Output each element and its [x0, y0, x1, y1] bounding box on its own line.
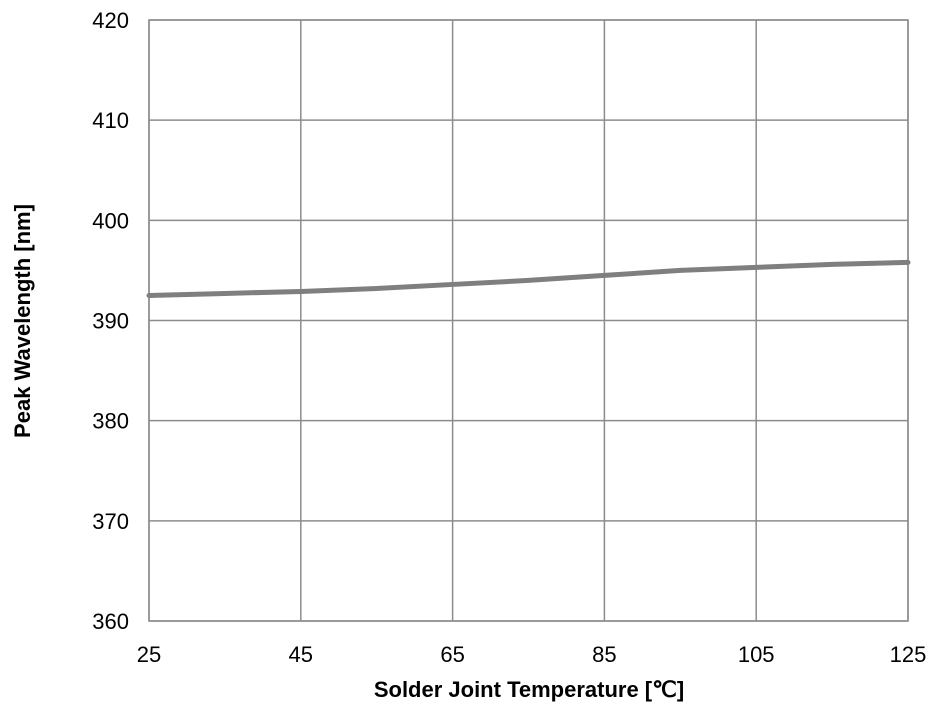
y-tick-label: 360	[92, 609, 129, 634]
y-axis-tick-labels: 360 370 380 390 400 410 420	[92, 8, 129, 634]
plot-area-border	[148, 19, 909, 622]
x-tick-label: 125	[890, 642, 927, 667]
series-layer	[146, 259, 911, 298]
grid-lines	[148, 19, 909, 622]
x-tick-label: 25	[137, 642, 161, 667]
x-axis-title: Solder Joint Temperature [℃]	[374, 677, 684, 702]
x-tick-label: 45	[289, 642, 313, 667]
x-axis-tick-labels: 25 45 65 85 105 125	[137, 642, 927, 667]
y-tick-label: 380	[92, 409, 129, 434]
x-tick-label: 65	[440, 642, 464, 667]
series-line	[146, 259, 911, 298]
x-tick-label: 85	[592, 642, 616, 667]
x-tick-label: 105	[738, 642, 775, 667]
y-tick-label: 420	[92, 8, 129, 33]
y-axis-title: Peak Wavelength [nm]	[10, 204, 35, 438]
y-tick-label: 390	[92, 309, 129, 334]
y-tick-label: 410	[92, 108, 129, 133]
y-tick-label: 370	[92, 509, 129, 534]
y-tick-label: 400	[92, 208, 129, 233]
